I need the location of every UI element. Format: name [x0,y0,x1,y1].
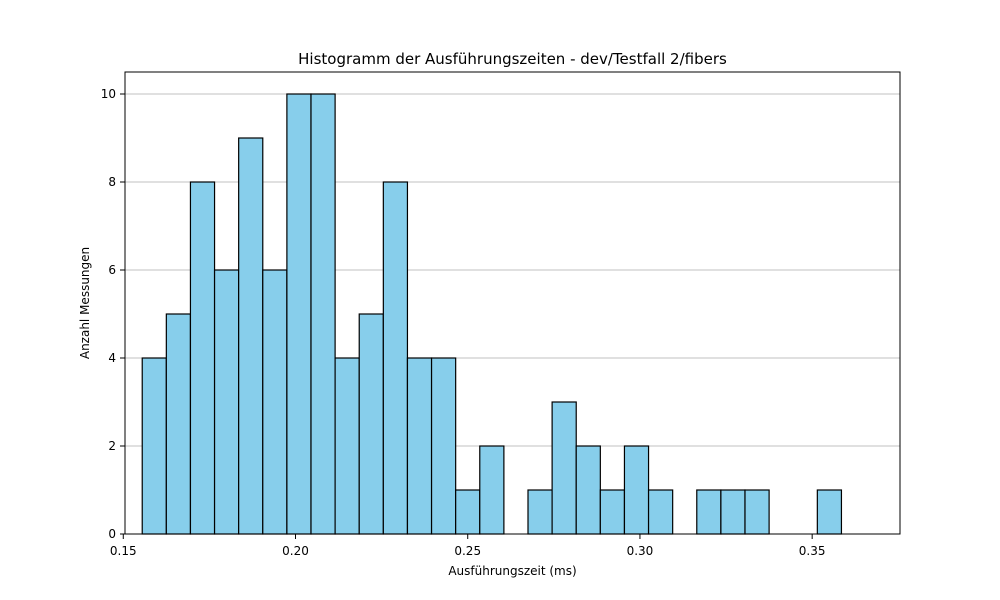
histogram-bar [455,489,481,535]
x-tick-label: 0.15 [110,544,137,558]
x-tick-label: 0.20 [282,544,309,558]
x-tick-label: 0.30 [627,544,654,558]
histogram-bar [213,269,240,535]
x-axis-ticks: 0.15 0.20 0.25 0.30 0.35 [110,534,826,558]
histogram-bar [527,489,553,535]
histogram-bar [623,445,650,535]
histogram-bar [479,445,505,535]
histogram-bar [720,489,746,535]
histogram-bar [189,181,216,535]
histogram-bar [744,489,770,535]
histogram-bar [165,313,192,535]
histogram-bar [575,445,601,535]
histogram-bar [816,489,843,535]
histogram-bar [696,489,722,535]
y-axis-label: Anzahl Messungen [78,247,92,359]
plot-frame [124,71,901,535]
y-tick-label: 0 [108,527,116,541]
y-tick-label: 10 [101,87,116,101]
histogram-bar [238,137,264,535]
x-axis-label: Ausführungszeit (ms) [448,564,576,578]
x-tick-label: 0.25 [454,544,481,558]
histogram-bar [382,181,409,535]
histogram-bar [286,93,312,535]
histogram-bar [599,489,626,535]
y-tick-label: 8 [108,175,116,189]
y-tick-label: 4 [108,351,116,365]
histogram-bar [334,357,360,535]
y-tick-label: 2 [108,439,116,453]
histogram-bars [141,93,843,535]
y-tick-label: 6 [108,263,116,277]
histogram-bar [358,313,384,535]
histogram-bar [551,401,577,535]
histogram-bar [430,357,457,535]
x-tick-label: 0.35 [799,544,826,558]
y-axis-ticks: 0 2 4 6 8 10 [101,87,125,541]
histogram-bar [647,489,674,535]
histogram-bar [141,357,167,535]
histogram-bar [310,93,336,535]
histogram-bar [406,357,433,535]
histogram-bar [262,269,288,535]
chart-title: Histogramm der Ausführungszeiten - dev/T… [298,50,727,68]
